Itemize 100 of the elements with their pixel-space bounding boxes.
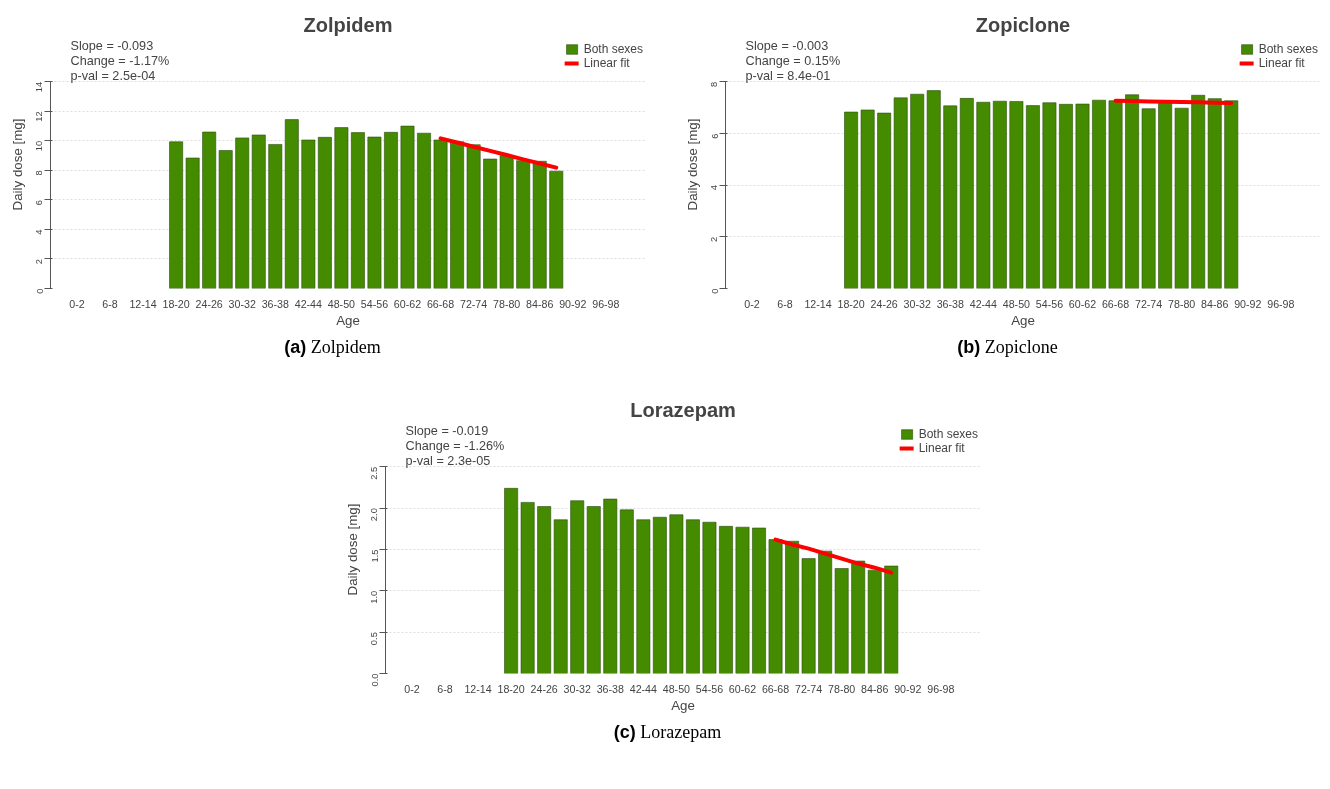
x-tick-label: 24-26 — [195, 297, 223, 310]
bar — [877, 112, 892, 289]
x-tick-label: 60-62 — [728, 682, 757, 695]
x-tick-label: 6-8 — [102, 297, 118, 310]
y-tick-label: 8 — [709, 81, 720, 88]
legend-label: Both sexes — [583, 42, 643, 56]
bar — [1174, 107, 1189, 289]
x-tick-label: 6-8 — [777, 297, 793, 310]
y-tick-label: 6 — [709, 133, 720, 139]
x-tick-label: 66-68 — [761, 682, 790, 695]
annotation: p-val = 8.4e-01 — [745, 68, 831, 83]
bar — [1059, 104, 1073, 289]
bar — [976, 101, 991, 289]
bar — [844, 111, 859, 289]
legend-label: Linear fit — [1258, 56, 1305, 70]
text: Change = 0.15% — [745, 53, 841, 68]
x-tick-label: 84-86 — [1201, 297, 1229, 310]
bar — [926, 90, 941, 289]
y-axis-title: Daily dose [mg] — [9, 118, 25, 211]
x-tick-label: 54-56 — [1035, 297, 1064, 310]
x-tick-label: 0-2 — [744, 297, 760, 310]
x-tick-label: 96-98 — [592, 297, 620, 310]
x-tick-label: 90-92 — [894, 682, 922, 695]
x-tick-label: 6-8 — [437, 682, 453, 695]
bar — [1092, 99, 1106, 289]
bar — [992, 100, 1007, 289]
y-tick-label: 0 — [709, 288, 720, 294]
y-tick-label: 2 — [709, 236, 720, 243]
bar — [893, 97, 908, 289]
legend-label: Both sexes — [918, 427, 978, 441]
y-tick-label: 0 — [34, 288, 45, 294]
y-axis-title: Daily dose [mg] — [344, 503, 360, 596]
bar — [1108, 100, 1123, 289]
x-tick-label: 66-68 — [426, 297, 455, 310]
y-tick-label: 1.0 — [369, 590, 380, 604]
chart-title: Zolpidem — [303, 13, 393, 36]
x-tick-label: 12-14 — [464, 682, 492, 695]
x-tick-label: 78-80 — [493, 297, 521, 310]
x-tick-label: 60-62 — [1068, 297, 1097, 310]
bar — [860, 109, 875, 289]
text: Change = -1.17% — [70, 53, 170, 68]
x-tick-label: 36-38 — [261, 297, 289, 310]
x-tick-label: 0-2 — [69, 297, 85, 310]
x-tick-label: 36-38 — [936, 297, 964, 310]
x-tick-label: 72-74 — [459, 297, 488, 310]
bar — [1207, 98, 1222, 289]
annotation: p-val = 2.3e-05 — [405, 453, 491, 468]
x-tick-label: 30-32 — [903, 297, 931, 310]
x-tick-label: 18-20 — [162, 297, 190, 310]
x-tick-label: 48-50 — [662, 682, 691, 695]
x-tick-label: 78-80 — [828, 682, 856, 695]
x-tick-label: 96-98 — [1267, 297, 1295, 310]
x-tick-label: 72-74 — [794, 682, 823, 695]
x-tick-label: 24-26 — [530, 682, 558, 695]
x-axis-title: Age — [1011, 312, 1035, 328]
text: Change = -1.26% — [405, 438, 505, 453]
y-tick-label: 8 — [34, 170, 45, 176]
x-tick-label: 84-86 — [526, 297, 554, 310]
x-tick-label: 72-74 — [1134, 297, 1163, 310]
y-tick-label: 0.5 — [369, 632, 380, 646]
y-tick-label: 2.5 — [369, 466, 380, 480]
x-tick-label: 54-56 — [695, 682, 724, 695]
bar — [1158, 101, 1173, 289]
legend-label: Linear fit — [583, 56, 630, 70]
x-tick-label: 90-92 — [559, 297, 587, 310]
x-tick-label: 24-26 — [870, 297, 898, 310]
annotation: p-val = 2.5e-04 — [70, 68, 156, 83]
x-tick-label: 42-44 — [969, 297, 998, 310]
x-axis-title: Age — [671, 697, 695, 713]
bar — [1026, 105, 1040, 289]
y-tick-label: 12 — [34, 111, 45, 122]
bar — [1075, 103, 1090, 289]
x-tick-label: 0-2 — [404, 682, 420, 695]
y-tick-label: 2.0 — [369, 508, 380, 522]
bar — [1042, 102, 1057, 289]
y-tick-label: 4 — [34, 229, 45, 235]
y-tick-label: 4 — [709, 185, 720, 191]
x-axis-title: Age — [336, 312, 360, 328]
x-tick-label: 42-44 — [294, 297, 323, 310]
text: Slope = -0.093 — [70, 38, 154, 53]
text: (a) Zolpidem — [284, 336, 381, 359]
text: (c) Lorazepam — [613, 721, 722, 744]
x-tick-label: 60-62 — [393, 297, 422, 310]
x-tick-label: 48-50 — [1002, 297, 1031, 310]
y-axis-title: Daily dose [mg] — [684, 118, 700, 211]
bar — [910, 93, 925, 289]
y-tick-label: 2 — [34, 258, 45, 265]
y-tick-label: 10 — [34, 140, 45, 152]
y-tick-label: 1.5 — [369, 549, 380, 563]
chart-title: Zopiclone — [975, 13, 1071, 36]
bar — [1191, 94, 1206, 289]
x-tick-label: 30-32 — [228, 297, 256, 310]
bar — [1009, 101, 1024, 289]
chart-title: Lorazepam — [630, 398, 736, 421]
x-tick-label: 12-14 — [804, 297, 832, 310]
text: Slope = -0.019 — [405, 423, 489, 438]
x-tick-label: 30-32 — [563, 682, 591, 695]
legend-label: Linear fit — [918, 441, 965, 455]
y-tick-label: 6 — [34, 199, 45, 206]
bar — [1224, 100, 1239, 289]
